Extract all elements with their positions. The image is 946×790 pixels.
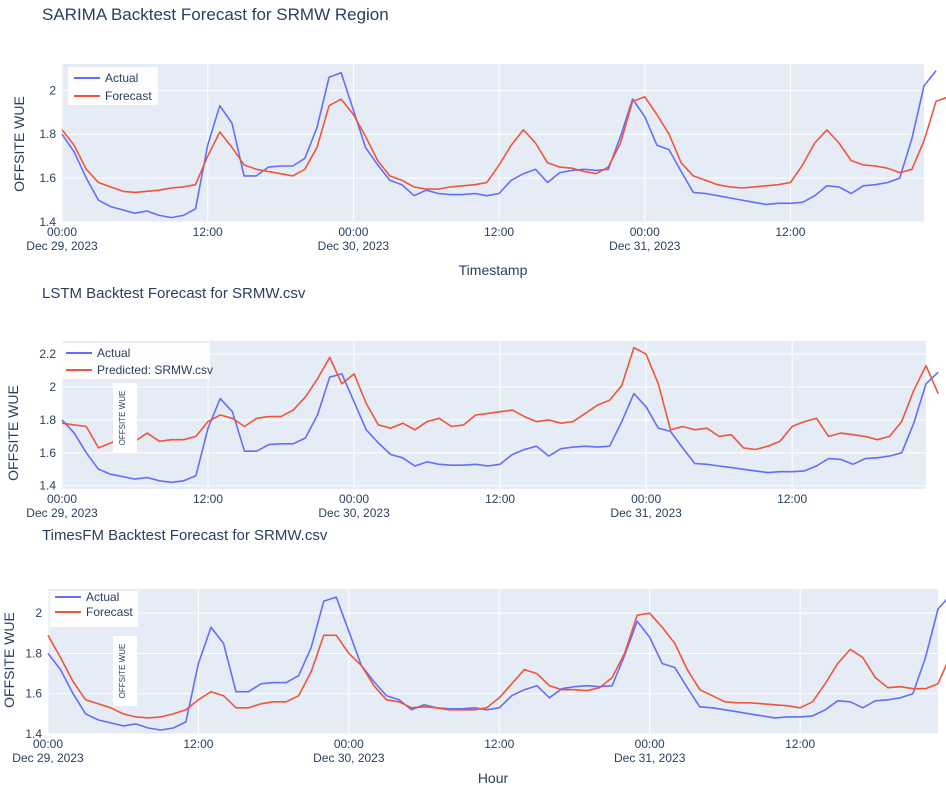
lstm-chart: LSTM Backtest Forecast for SRMW.csv 1.41… [5, 285, 938, 520]
annotation-text: OFFSITE WUE [118, 391, 127, 446]
x-tick-label: 00:00 [334, 737, 364, 751]
y-tick-label: 2.2 [39, 347, 56, 361]
x-tick-label: 00:00 [630, 225, 660, 239]
x-tick-label: 00:00 [631, 492, 661, 506]
y-axis-label: OFFSITE WUE [5, 385, 21, 481]
x-tick-date-label: Dec 29, 2023 [26, 239, 98, 253]
x-tick-date-label: Dec 31, 2023 [610, 506, 682, 520]
legend-label-actual: Actual [97, 346, 130, 360]
y-tick-labels: 1.41.61.82 [39, 83, 56, 229]
x-tick-label: 00:00 [338, 225, 368, 239]
plot-area[interactable] [48, 589, 938, 734]
y-tick-label: 2 [49, 83, 56, 97]
y-tick-label: 1.6 [25, 687, 42, 701]
y-tick-label: 1.8 [25, 646, 42, 660]
legend-label-actual: Actual [105, 71, 138, 85]
x-tick-date-label: Dec 29, 2023 [26, 506, 98, 520]
x-tick-label: 12:00 [193, 492, 223, 506]
x-tick-label: 12:00 [777, 492, 807, 506]
x-tick-date-label: Dec 30, 2023 [318, 506, 390, 520]
x-tick-label: 12:00 [785, 737, 815, 751]
x-axis-label: Hour [478, 770, 509, 786]
x-tick-label: 00:00 [635, 737, 665, 751]
plot-area[interactable] [62, 64, 924, 222]
x-tick-label: 12:00 [485, 492, 515, 506]
y-tick-label: 2 [49, 380, 56, 394]
y-tick-labels: 1.4 1.6 1.8 2 2.2 [39, 347, 56, 493]
x-axis-label: Timestamp [459, 262, 528, 278]
annotation-text: OFFSITE WUE [118, 644, 127, 699]
sarima-chart: SARIMA Backtest Forecast for SRMW Region… [11, 5, 946, 278]
x-tick-label: 00:00 [47, 492, 77, 506]
legend[interactable]: Actual Forecast [50, 590, 138, 627]
x-tick-label: 12:00 [775, 225, 805, 239]
x-tick-label: 00:00 [33, 737, 63, 751]
y-tick-label: 1.8 [39, 127, 56, 141]
y-axis-annotation: OFFSITE WUE [113, 383, 137, 453]
legend-label-predicted: Predicted: SRMW.csv [97, 363, 213, 377]
y-tick-label: 2 [35, 606, 42, 620]
y-tick-label: 1.4 [39, 479, 56, 493]
chart-title: LSTM Backtest Forecast for SRMW.csv [42, 285, 306, 302]
y-tick-labels: 1.41.61.82 [25, 606, 42, 741]
y-axis-annotation: OFFSITE WUE [113, 636, 137, 706]
y-tick-label: 1.6 [39, 171, 56, 185]
x-tick-label: 00:00 [47, 225, 77, 239]
x-tick-date-label: Dec 29, 2023 [12, 751, 84, 765]
y-axis-label: OFFSITE WUE [1, 612, 17, 708]
legend[interactable]: Actual Forecast [68, 67, 158, 105]
timesfm-chart: TimesFM Backtest Forecast for SRMW.csv 1… [1, 527, 946, 786]
chart-title: SARIMA Backtest Forecast for SRMW Region [42, 5, 389, 24]
legend-label-actual: Actual [86, 590, 119, 604]
y-tick-label: 1.6 [39, 446, 56, 460]
x-tick-label: 12:00 [484, 225, 514, 239]
forecast-figure: SARIMA Backtest Forecast for SRMW Region… [0, 0, 946, 790]
y-tick-label: 1.8 [39, 413, 56, 427]
y-axis-label: OFFSITE WUE [11, 96, 27, 192]
x-tick-label: 12:00 [193, 225, 223, 239]
x-tick-date-label: Dec 31, 2023 [609, 239, 681, 253]
legend-label-forecast: Forecast [86, 605, 133, 619]
legend[interactable]: Actual Predicted: SRMW.csv [62, 343, 213, 379]
x-tick-date-label: Dec 31, 2023 [614, 751, 686, 765]
chart-title: TimesFM Backtest Forecast for SRMW.csv [42, 527, 328, 544]
legend-label-forecast: Forecast [105, 89, 152, 103]
x-tick-date-label: Dec 30, 2023 [313, 751, 385, 765]
x-tick-label: 12:00 [484, 737, 514, 751]
x-tick-label: 12:00 [183, 737, 213, 751]
x-tick-date-label: Dec 30, 2023 [318, 239, 390, 253]
x-tick-label: 00:00 [339, 492, 369, 506]
